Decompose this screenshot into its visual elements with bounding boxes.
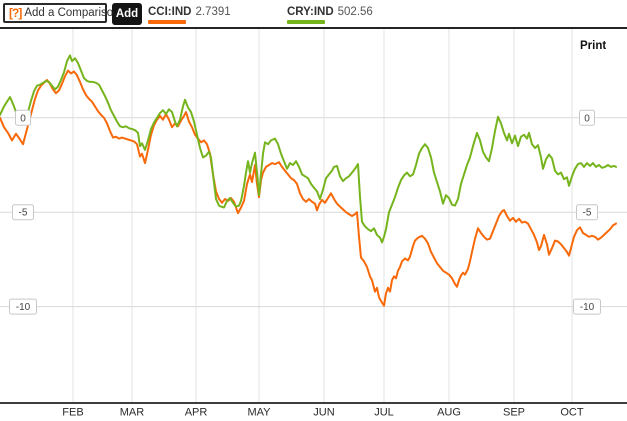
add-button[interactable]: Add: [112, 3, 142, 25]
y-tick-label: -10: [580, 302, 595, 313]
legend-value-cry: 502.56: [337, 6, 373, 18]
add-comparison-input[interactable]: [?] Add a Comparison: [3, 3, 120, 23]
month-label: APR: [185, 407, 208, 419]
y-tick-box: [576, 204, 598, 221]
chart-area: 0 0 -5 -5 -10 -10 FEB MAR APR MAY JUN JUL AUG SEP OCT …: [0, 29, 627, 421]
add-comparison-label: Add a Comparison: [24, 7, 120, 19]
legend-value-cci: 2.7391: [195, 6, 231, 18]
month-label: JUN: [313, 407, 334, 419]
y-tick-label: 0: [584, 113, 590, 124]
legend-item-cry[interactable]: CRY:IND 502.56: [287, 6, 373, 24]
legend-item-cci[interactable]: CCI:IND 2.7391: [148, 6, 231, 24]
y-tick-label: -10: [16, 302, 31, 313]
y-tick-box: [579, 109, 595, 126]
legend-color-swatch-cci: [148, 20, 186, 24]
y-tick-box: [573, 298, 601, 315]
month-label: MAR: [120, 407, 145, 419]
legend-color-swatch-cry: [287, 20, 325, 24]
y-tick-label: -5: [19, 208, 28, 219]
month-label: OCT: [560, 407, 584, 419]
legend-symbol-cci: CCI:IND: [148, 6, 192, 18]
month-label: MAY: [247, 407, 271, 419]
month-label: JUL: [374, 407, 394, 419]
y-tick-box: [9, 298, 37, 315]
legend-label-cci: CCI:IND 2.7391: [148, 6, 231, 18]
y-tick-box: [15, 109, 31, 126]
print-button[interactable]: Print: [580, 40, 607, 52]
month-label: SEP: [503, 407, 525, 419]
month-label: AUG: [437, 407, 461, 419]
y-tick-box: [12, 204, 34, 221]
month-label: FEB: [62, 407, 83, 419]
series-line-CRY:IND: [0, 54, 617, 244]
y-tick-label: -5: [583, 208, 592, 219]
chart-toolbar: [?] Add a Comparison Add CCI:IND 2.7391 C…: [0, 0, 627, 29]
series-line-CCI:IND: [0, 69, 617, 307]
legend-label-cry: CRY:IND 502.56: [287, 6, 373, 18]
legend-symbol-cry: CRY:IND: [287, 6, 334, 18]
y-tick-label: 0: [20, 113, 26, 124]
price-comparison-chart[interactable]: 0 0 -5 -5 -10 -10 FEB MAR APR MAY JUN JUL AUG SEP OCT: [0, 29, 627, 421]
help-icon: [?]: [9, 6, 22, 20]
